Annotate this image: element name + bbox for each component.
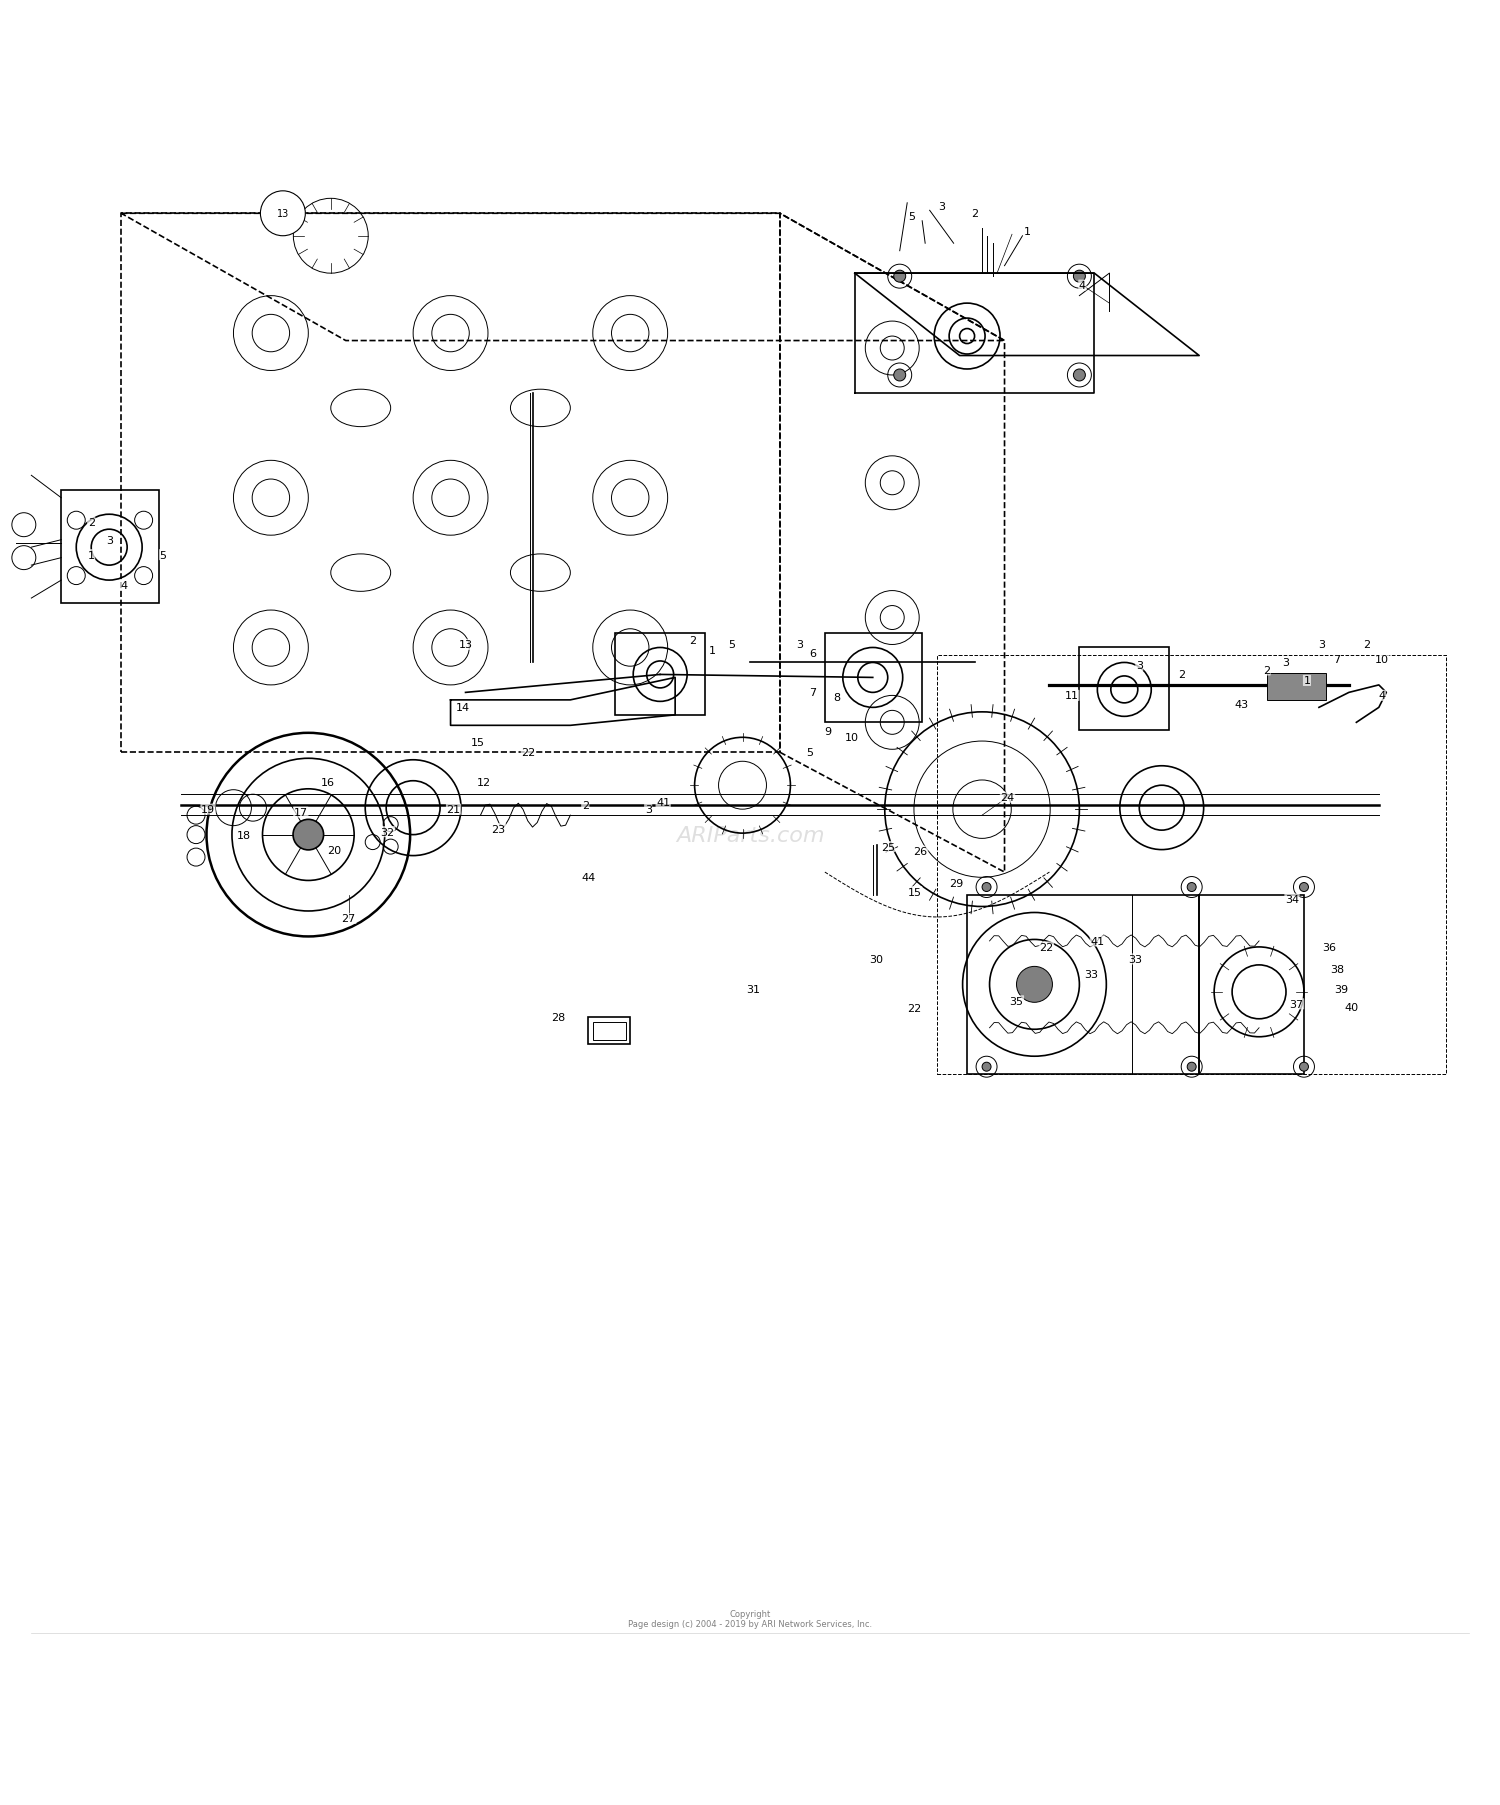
Text: 1: 1 — [87, 551, 94, 560]
Text: 4: 4 — [1378, 691, 1386, 700]
Text: 12: 12 — [477, 778, 490, 787]
Text: 9: 9 — [825, 727, 831, 736]
Text: 35: 35 — [1010, 996, 1023, 1005]
Text: 1: 1 — [710, 646, 716, 655]
Text: 6: 6 — [810, 650, 816, 659]
Text: 15: 15 — [471, 738, 484, 747]
Text: 22: 22 — [1040, 942, 1053, 953]
Text: 30: 30 — [868, 955, 883, 964]
Text: 3: 3 — [1318, 641, 1326, 650]
Text: 37: 37 — [1290, 1000, 1304, 1009]
Bar — [1080, 648, 1168, 731]
Circle shape — [982, 1063, 992, 1072]
Text: 43: 43 — [1234, 700, 1248, 709]
Circle shape — [1299, 883, 1308, 892]
Text: 3: 3 — [1136, 661, 1143, 671]
Circle shape — [1017, 967, 1053, 1004]
Circle shape — [982, 883, 992, 892]
Text: 5: 5 — [807, 747, 813, 758]
Text: 31: 31 — [746, 984, 760, 995]
Circle shape — [1186, 883, 1196, 892]
Text: 2: 2 — [970, 209, 978, 218]
Text: 3: 3 — [796, 641, 802, 650]
Text: 28: 28 — [550, 1013, 566, 1023]
Bar — [592, 1022, 626, 1040]
Text: 40: 40 — [1346, 1002, 1359, 1013]
Text: 19: 19 — [201, 805, 214, 814]
Circle shape — [1074, 271, 1086, 283]
Text: 13: 13 — [276, 209, 290, 218]
Text: 7: 7 — [810, 688, 816, 699]
Text: 20: 20 — [327, 845, 340, 856]
Text: 5: 5 — [159, 551, 166, 560]
Text: 1: 1 — [1304, 677, 1311, 686]
Text: 33: 33 — [1084, 969, 1098, 980]
Text: Page design (c) 2004 - 2019 by ARI Network Services, Inc.: Page design (c) 2004 - 2019 by ARI Netwo… — [628, 1619, 872, 1628]
Text: ARIParts.com: ARIParts.com — [675, 825, 825, 845]
Text: 8: 8 — [834, 693, 840, 702]
Text: 39: 39 — [1335, 984, 1348, 995]
Text: 24: 24 — [1000, 792, 1014, 803]
Bar — [615, 634, 705, 715]
Circle shape — [1186, 1063, 1196, 1072]
Bar — [825, 634, 922, 724]
Text: 3: 3 — [1282, 659, 1290, 668]
Text: 5: 5 — [729, 641, 735, 650]
Circle shape — [261, 191, 306, 236]
Text: 25: 25 — [880, 843, 896, 852]
Text: 2: 2 — [1178, 670, 1185, 680]
Text: 38: 38 — [1330, 966, 1344, 975]
Text: 22: 22 — [908, 1004, 922, 1014]
Text: 10: 10 — [844, 733, 859, 744]
Text: 2: 2 — [1263, 666, 1270, 675]
Text: 2: 2 — [1364, 641, 1371, 650]
Text: 3: 3 — [105, 536, 112, 545]
Text: 41: 41 — [1090, 937, 1104, 946]
Text: 13: 13 — [459, 641, 472, 650]
Text: 2: 2 — [87, 518, 94, 527]
Bar — [62, 491, 159, 603]
Text: 3: 3 — [645, 805, 651, 814]
Text: 44: 44 — [580, 872, 596, 883]
Text: 27: 27 — [342, 913, 355, 924]
Text: Copyright: Copyright — [729, 1608, 771, 1617]
Text: 41: 41 — [656, 798, 670, 807]
Bar — [938, 655, 1446, 1074]
Circle shape — [292, 819, 324, 850]
Text: 17: 17 — [294, 807, 307, 818]
Circle shape — [1074, 370, 1086, 381]
Bar — [1198, 895, 1304, 1074]
Text: 21: 21 — [447, 805, 460, 814]
Text: 14: 14 — [456, 702, 470, 713]
Text: 7: 7 — [1334, 655, 1341, 664]
Circle shape — [894, 271, 906, 283]
Text: 2: 2 — [690, 635, 696, 646]
Text: 34: 34 — [1286, 895, 1299, 904]
Text: 18: 18 — [237, 830, 250, 839]
Circle shape — [894, 370, 906, 381]
Text: 10: 10 — [1376, 655, 1389, 664]
Text: 32: 32 — [381, 827, 394, 838]
Text: 3: 3 — [938, 202, 945, 211]
Text: 29: 29 — [950, 877, 963, 888]
Text: 2: 2 — [582, 800, 590, 810]
Bar — [588, 1018, 630, 1045]
Text: 4: 4 — [1078, 282, 1086, 291]
Text: 36: 36 — [1323, 942, 1336, 953]
Text: 26: 26 — [914, 847, 927, 857]
Text: 15: 15 — [908, 886, 921, 897]
Text: 16: 16 — [321, 778, 334, 787]
Text: 11: 11 — [1065, 691, 1078, 700]
Text: 1: 1 — [1023, 227, 1031, 236]
Text: 4: 4 — [120, 579, 128, 590]
Text: 5: 5 — [908, 213, 915, 222]
Bar — [968, 895, 1198, 1074]
Bar — [1266, 673, 1326, 700]
Text: 33: 33 — [1128, 955, 1142, 964]
Text: 22: 22 — [522, 747, 536, 758]
Text: 23: 23 — [492, 825, 506, 834]
Circle shape — [1299, 1063, 1308, 1072]
